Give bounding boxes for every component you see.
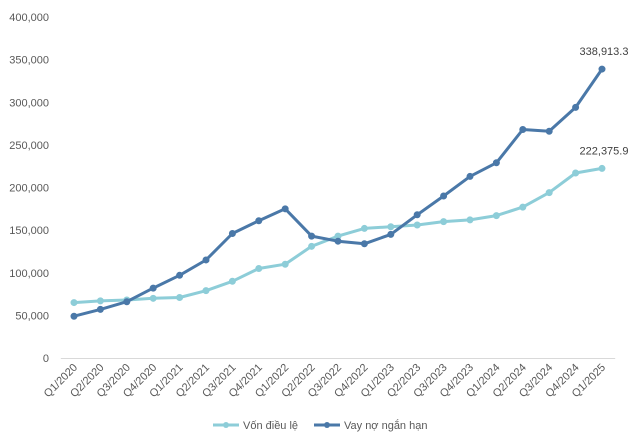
y-axis: 0 50,000 100,000 150,000 200,000 250,000 300,0… [9, 12, 49, 365]
data-point [123, 298, 131, 306]
data-point [413, 211, 421, 219]
data-point [440, 218, 448, 226]
series-von-dieu-le [70, 164, 606, 307]
data-point [281, 205, 289, 213]
y-tick-label: 200,000 [9, 183, 49, 195]
series-layer [70, 65, 606, 320]
data-point [492, 212, 500, 220]
legend-label: Vốn điều lệ [243, 420, 298, 432]
data-point [519, 126, 527, 134]
data-point [308, 242, 316, 250]
data-point [255, 217, 263, 225]
y-tick-label: 350,000 [9, 55, 49, 67]
data-point [360, 240, 368, 248]
x-axis: Q1/2020Q2/2020Q3/2020Q4/2020Q1/2021Q2/20… [42, 358, 616, 400]
legend-label: Vay nợ ngắn hạn [344, 419, 427, 432]
data-point [545, 189, 553, 197]
data-point [598, 164, 606, 172]
y-tick-label: 100,000 [9, 268, 49, 280]
data-point [96, 297, 104, 305]
data-point [308, 232, 316, 240]
data-point [387, 230, 395, 238]
legend: Vốn điều lệ Vay nợ ngắn hạn [213, 419, 427, 432]
data-point [387, 223, 395, 231]
data-point [440, 192, 448, 200]
data-point [255, 264, 263, 272]
data-point [149, 284, 157, 292]
annotation-layer: 338,913.3 222,375.9 [580, 46, 629, 157]
data-point [598, 65, 606, 73]
series-vay-no-ngan-han [70, 65, 606, 320]
data-point [466, 216, 474, 224]
data-point [70, 312, 78, 320]
data-point [334, 237, 342, 245]
data-point [176, 271, 184, 279]
legend-swatch-marker [324, 422, 330, 428]
y-tick-label: 0 [43, 353, 49, 365]
data-point [176, 293, 184, 301]
y-tick-label: 300,000 [9, 97, 49, 109]
data-label: 338,913.3 [580, 46, 629, 58]
y-tick-label: 250,000 [9, 140, 49, 152]
data-point [360, 224, 368, 232]
legend-swatch-marker [223, 422, 229, 428]
data-point [228, 277, 236, 285]
data-point [413, 221, 421, 229]
y-tick-label: 400,000 [9, 12, 49, 24]
y-tick-label: 50,000 [15, 310, 49, 322]
legend-item: Vay nợ ngắn hạn [314, 419, 427, 432]
y-tick-label: 150,000 [9, 225, 49, 237]
data-point [202, 287, 210, 295]
data-point [466, 172, 474, 180]
legend-item: Vốn điều lệ [213, 420, 298, 432]
data-label: 222,375.9 [580, 145, 629, 157]
data-point [519, 203, 527, 211]
data-point [572, 103, 580, 111]
data-point [492, 159, 500, 167]
data-point [70, 299, 78, 307]
data-point [96, 305, 104, 313]
data-point [228, 230, 236, 238]
series-line [72, 67, 604, 318]
data-point [281, 260, 289, 268]
data-point [545, 127, 553, 135]
data-point [149, 294, 157, 302]
data-point [572, 169, 580, 177]
data-point [202, 256, 210, 264]
